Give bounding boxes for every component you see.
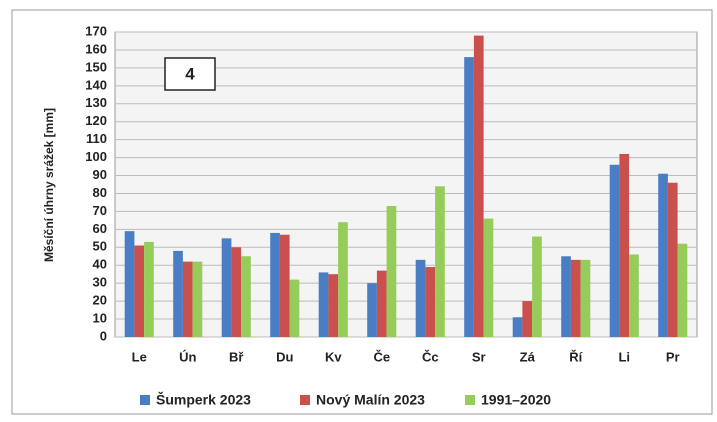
bar bbox=[192, 261, 203, 337]
legend-label: Nový Malín 2023 bbox=[316, 392, 425, 408]
x-tick-label: Du bbox=[276, 349, 293, 364]
bar bbox=[619, 154, 630, 337]
bar bbox=[473, 35, 484, 338]
bar bbox=[386, 206, 397, 337]
bar bbox=[415, 259, 426, 337]
bar bbox=[328, 274, 339, 337]
y-tick-label: 140 bbox=[85, 77, 107, 92]
x-tick-label: Čc bbox=[422, 349, 439, 364]
bar bbox=[173, 250, 183, 337]
legend-swatch bbox=[300, 395, 310, 405]
y-tick-label: 0 bbox=[100, 328, 107, 343]
bar bbox=[182, 261, 193, 337]
x-tick-label: Kv bbox=[325, 349, 342, 364]
bar bbox=[677, 243, 688, 337]
y-tick-label: 10 bbox=[93, 310, 107, 325]
bar bbox=[522, 301, 533, 337]
bar bbox=[270, 232, 280, 337]
annotation-box bbox=[164, 57, 216, 91]
bar bbox=[512, 317, 523, 337]
bar bbox=[580, 259, 591, 337]
bar bbox=[134, 245, 145, 337]
annotation: 4 bbox=[185, 64, 195, 83]
bar bbox=[629, 254, 639, 337]
y-tick-label: 20 bbox=[93, 293, 107, 308]
bar bbox=[435, 186, 445, 337]
bar bbox=[561, 256, 571, 337]
bar bbox=[570, 259, 581, 337]
bar bbox=[667, 182, 678, 337]
y-tick-label: 70 bbox=[93, 203, 107, 218]
y-tick-label: 160 bbox=[85, 41, 107, 56]
x-tick-label: Pr bbox=[666, 349, 680, 364]
y-tick-label: 170 bbox=[85, 23, 107, 38]
x-tick-label: Bř bbox=[229, 349, 244, 364]
bar bbox=[658, 173, 668, 337]
y-tick-label: 100 bbox=[85, 149, 107, 164]
y-axis-label: Měsíční úhrny srážek [mm] bbox=[42, 108, 56, 262]
x-tick-label: Sr bbox=[472, 349, 486, 364]
bar bbox=[231, 247, 242, 337]
y-tick-label: 40 bbox=[93, 257, 107, 272]
bar bbox=[609, 164, 620, 337]
bar bbox=[144, 241, 154, 337]
y-tick-label: 80 bbox=[93, 185, 107, 200]
x-tick-label: Ří bbox=[569, 349, 582, 364]
y-tick-label: 50 bbox=[93, 239, 107, 254]
bar bbox=[532, 236, 542, 337]
bar bbox=[279, 234, 290, 337]
bar bbox=[124, 231, 135, 337]
y-tick-label: 60 bbox=[93, 221, 107, 236]
legend-swatch bbox=[465, 395, 475, 405]
y-tick-label: 90 bbox=[93, 167, 107, 182]
x-tick-label: Če bbox=[373, 349, 390, 364]
y-tick-label: 120 bbox=[85, 113, 107, 128]
legend-label: 1991–2020 bbox=[481, 392, 551, 408]
x-tick-label: Li bbox=[618, 349, 630, 364]
y-tick-label: 150 bbox=[85, 59, 107, 74]
bar bbox=[221, 238, 232, 337]
y-tick-label: 30 bbox=[93, 275, 107, 290]
bar bbox=[483, 218, 494, 337]
bar bbox=[338, 222, 348, 337]
bar bbox=[367, 283, 377, 337]
y-tick-label: 110 bbox=[86, 131, 107, 146]
legend-label: Šumperk 2023 bbox=[156, 391, 251, 408]
legend-swatch bbox=[140, 395, 150, 405]
bar bbox=[241, 256, 251, 337]
y-tick-label: 130 bbox=[85, 95, 107, 110]
bar bbox=[289, 279, 300, 337]
x-tick-label: Le bbox=[132, 349, 147, 364]
bar bbox=[376, 270, 387, 337]
x-tick-label: Ún bbox=[179, 349, 196, 364]
x-tick-label: Zá bbox=[520, 349, 536, 364]
bar bbox=[464, 57, 474, 337]
bar bbox=[425, 267, 436, 337]
bar bbox=[318, 272, 329, 337]
